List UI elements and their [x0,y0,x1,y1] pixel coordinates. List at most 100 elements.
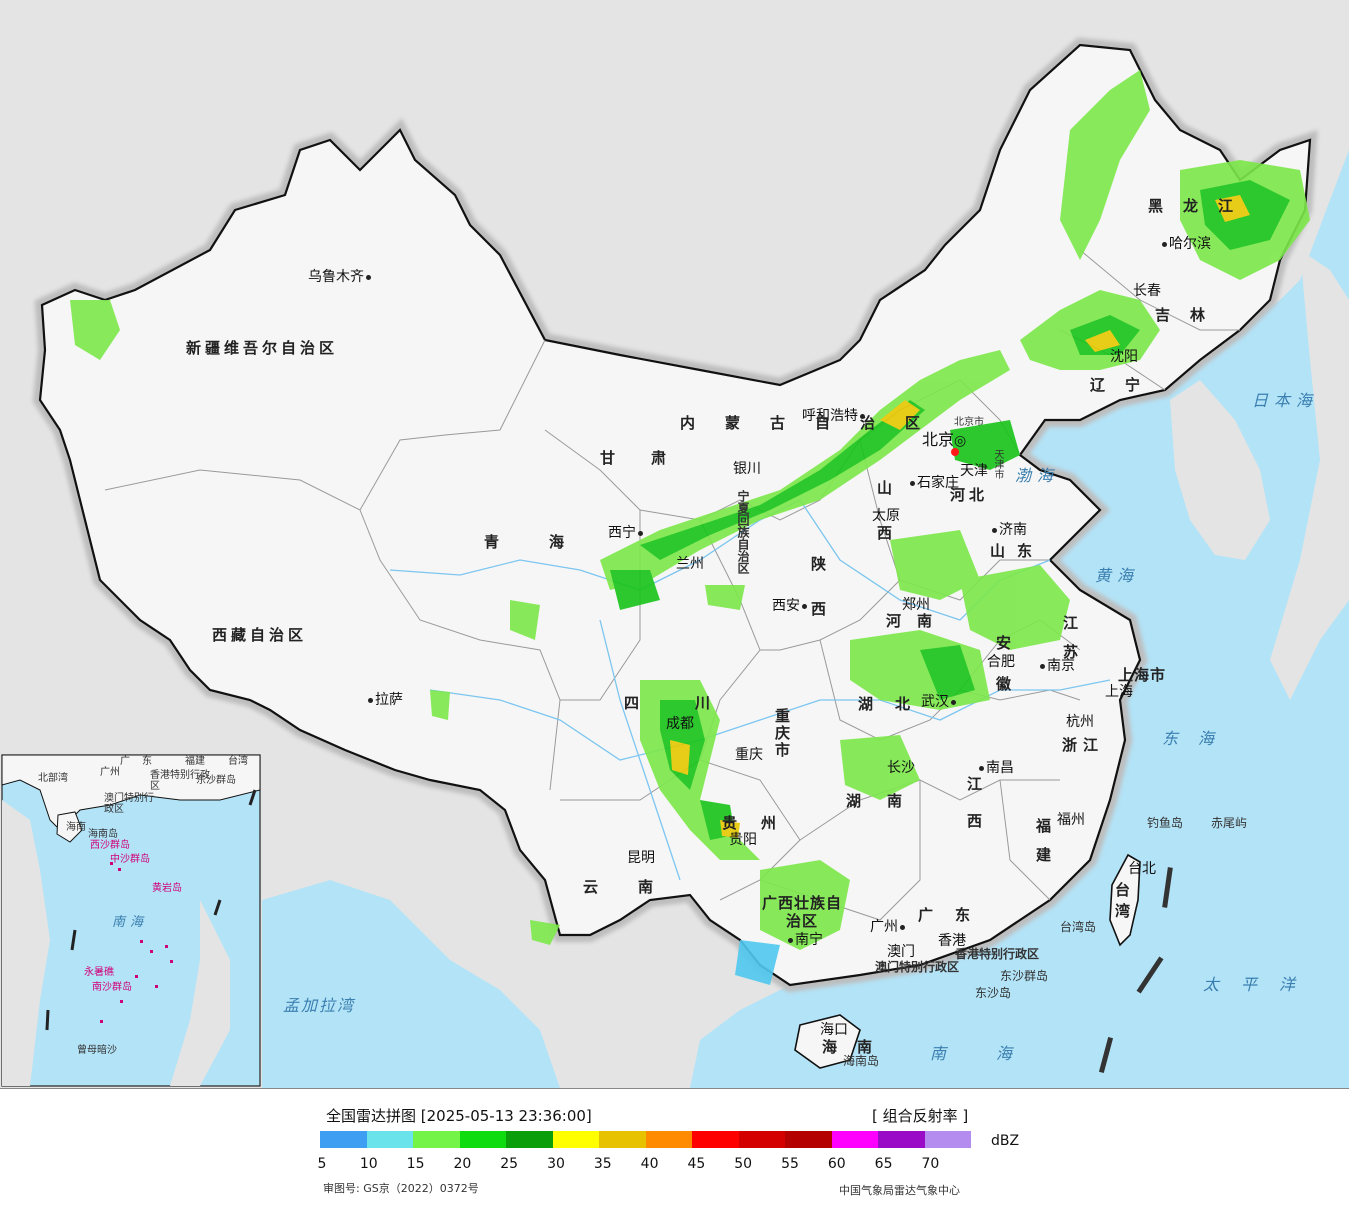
city-hongkong: 香港 [938,933,966,949]
legend-swatch-13 [924,1131,971,1148]
province-heilongjiang: 黑龙江 [1148,197,1254,215]
inset-dongsha: 东沙群岛 [196,775,236,786]
city-nanning: 南宁 [786,933,823,947]
inset-guangzhou: 广州 [100,767,120,778]
city-guiyang: 贵阳 [729,832,757,848]
inset-guangdong: 广东 [120,756,164,767]
province-jiangsu: 江苏 [1061,615,1079,673]
province-sichuan: 四川 [624,694,767,712]
sea-bengal: 孟加拉湾 [283,996,356,1015]
legend-swatch-2 [413,1131,460,1148]
legend-tick-45: 45 [687,1156,706,1172]
sea-bohai-label: 渤海 [1015,466,1060,485]
legend-tick-35: 35 [593,1156,612,1172]
island-chiwei: 赤尾屿 [1211,816,1248,830]
inset-zhongsha: 中沙群岛 [110,854,150,865]
legend-product: [ 组合反射率 ] [872,1107,969,1125]
inset-fujian: 福建 [185,756,205,767]
legend-tick-20: 20 [453,1156,472,1172]
city-xining: 西宁 [608,526,645,540]
legend-panel [0,1089,1349,1208]
island-dongsha-group: 东沙群岛 [1000,969,1049,983]
legend-tick-15: 15 [406,1156,425,1172]
map-area: 乌鲁木齐 哈尔滨 长春 沈阳 呼和浩特 北京◎ 天津 石家庄 太原 银川 西宁 … [0,0,1349,1089]
legend-title: 全国雷达拼图 [2025-05-13 23:36:00] [326,1107,592,1125]
city-lanzhou: 兰州 [676,556,704,572]
municipality-tianjin: 天津市 [992,449,1003,479]
hainan-island [794,1014,861,1069]
province-hainan: 海南 [822,1038,893,1056]
legend-tick-30: 30 [547,1156,565,1172]
inset-taiwan: 台湾 [228,756,248,767]
sea-east-label: 东海 [1162,729,1235,748]
province-shandong: 山东 [990,542,1045,560]
city-yinchuan: 银川 [733,461,761,477]
province-shanxi: 山西 [875,480,893,570]
legend-swatch-12 [878,1131,925,1148]
province-guangdong: 广东 [918,906,993,924]
province-yunnan: 云南 [583,878,694,896]
map-approval-code: 审图号: GS京（2022）0372号 [323,1182,479,1195]
inset-huangyan: 黄岩岛 [152,883,182,894]
radar-echoes [70,70,1310,985]
bay-of-bengal [262,880,560,1088]
legend-swatch-6 [599,1131,646,1148]
map-canvas [0,0,1349,1088]
legend-swatch-10 [785,1131,832,1148]
legend-swatch-1 [366,1131,413,1148]
city-wuhan: 武汉 [921,695,958,709]
province-xinjiang: 新疆维吾尔自治区 [186,339,339,357]
sea-south-label: 南海 [930,1044,1063,1063]
inset-nansha: 南沙群岛 [92,982,132,993]
legend-swatch-0 [320,1131,367,1148]
china-land [38,43,1312,987]
sea-japan: 日本海 [1252,391,1319,410]
legend-tick-60: 60 [827,1156,846,1172]
legend-tick-10: 10 [359,1156,378,1172]
city-harbin: 哈尔滨 [1160,237,1211,251]
city-shenyang: 沈阳 [1110,349,1138,365]
city-xian: 西安 [772,599,809,613]
inset-hainan-island: 海南岛 [88,829,118,840]
city-haikou: 海口 [820,1022,848,1038]
island-dongsha: 东沙岛 [975,986,1012,1000]
city-nanchang: 南昌 [977,761,1014,775]
city-lhasa: 拉萨 [366,693,403,707]
legend-tick-40: 40 [640,1156,659,1172]
color-scale-bar [320,1131,971,1148]
legend-swatch-7 [645,1131,692,1148]
inset-south-china-sea [1,754,261,1087]
city-zhengzhou: 郑州 [902,597,930,613]
inset-hongkong: 香港特别行政区 [150,770,210,792]
legend-tick-65: 65 [874,1156,893,1172]
island-taiwan: 台湾岛 [1060,920,1097,934]
province-zhejiang: 浙江 [1062,736,1105,754]
sea-pacific: 太平洋 [1203,975,1318,994]
inset-south-sea: 南海 [112,915,149,930]
city-chongqing: 重庆 [735,747,763,763]
legend-swatch-4 [506,1131,553,1148]
city-hefei: 合肥 [987,654,1015,670]
province-jilin: 吉林 [1155,306,1226,324]
city-shijiazhuang: 石家庄 [908,476,959,490]
sea-east [690,0,1349,1088]
city-guangzhou: 广州 [870,920,907,934]
city-chengdu: 成都 [666,716,694,732]
city-changsha: 长沙 [887,760,915,776]
legend-unit: dBZ [991,1133,1020,1149]
legend-swatch-3 [459,1131,506,1148]
province-hunan: 湖南 [846,792,929,810]
province-jiangxi: 江西 [965,776,983,850]
korea-japan-land [1170,250,1349,700]
city-urumqi: 乌鲁木齐 [308,270,373,284]
province-xizang: 西藏自治区 [212,626,308,644]
city-hohhot: 呼和浩特 [802,409,867,423]
taiwan-island [1109,853,1141,947]
inset-macau: 澳门特别行政区 [104,793,154,815]
city-macau: 澳门 [887,944,915,960]
inset-beibu: 北部湾 [38,773,68,784]
legend-tick-5: 5 [317,1156,327,1172]
city-taipei: 台北 [1128,861,1156,877]
province-chongqing: 重庆市 [773,708,791,759]
